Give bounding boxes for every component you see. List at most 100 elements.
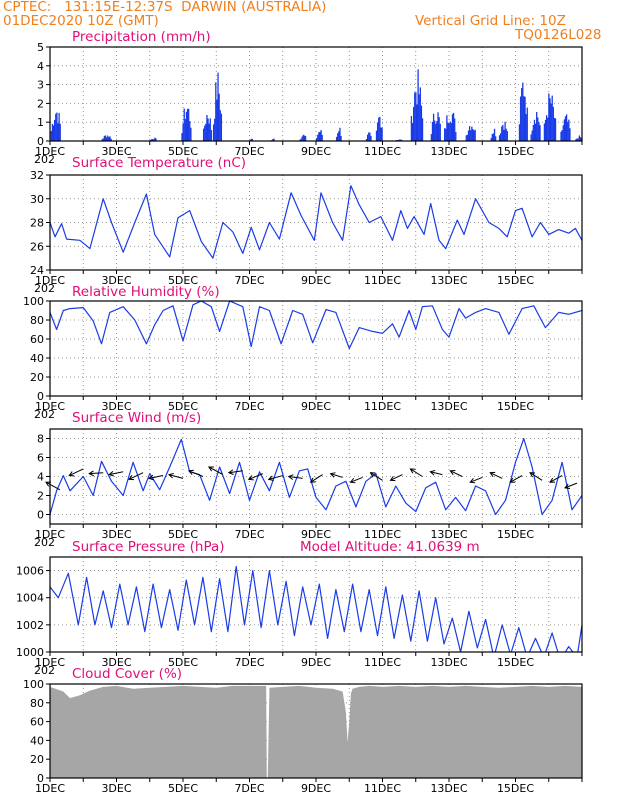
- header-grid-line: Vertical Grid Line: 10Z: [415, 13, 566, 29]
- wind-arrow-head: [349, 478, 356, 484]
- precip-bar: [518, 124, 521, 141]
- precip-bar: [366, 134, 369, 141]
- temp-ytick-label: 28: [30, 217, 44, 230]
- precip-bar: [525, 114, 527, 141]
- precip-bar: [549, 98, 551, 141]
- wind-arrow-head: [389, 475, 396, 482]
- precip-bar: [468, 126, 471, 141]
- precip-bar: [337, 133, 339, 141]
- precip-bar: [421, 118, 424, 141]
- precip-bar: [504, 121, 506, 141]
- pressure-frame: [49, 556, 583, 653]
- precip-bar: [576, 138, 578, 141]
- rh-xtick-label: 9DEC: [301, 400, 331, 413]
- precip-bar: [465, 135, 467, 141]
- precip-bar: [472, 129, 474, 141]
- rh-ytick-label: 0: [37, 390, 44, 403]
- precip-bar: [524, 96, 526, 141]
- precip-bar: [550, 103, 552, 141]
- precip-bar: [217, 72, 219, 141]
- precip-bar: [105, 137, 108, 141]
- wind-arrow-head: [227, 469, 234, 475]
- rh-xtick-label: 5DEC: [168, 400, 198, 413]
- wind-arrow: [549, 475, 563, 483]
- precip-bar: [150, 139, 153, 141]
- precip-bar: [545, 115, 548, 141]
- precip-bar: [340, 136, 342, 141]
- precip-bar: [434, 120, 436, 141]
- precip-bar: [415, 92, 417, 141]
- header-station: DARWIN (AUSTRALIA): [181, 0, 327, 15]
- wind-arrow-head: [489, 471, 496, 478]
- wind-arrow: [450, 470, 463, 477]
- precip-bar: [466, 134, 469, 141]
- precip-bar: [107, 135, 109, 141]
- precip-bar: [578, 135, 580, 141]
- wind-ytick-label: 2: [37, 490, 44, 503]
- precip-bar: [206, 114, 208, 141]
- precip-bar: [57, 123, 59, 141]
- wind-ytick-label: 4: [37, 471, 44, 484]
- precip-bar: [519, 96, 522, 141]
- precip-ytick-label: 5: [37, 41, 44, 54]
- precip-ytick-label: 4: [37, 60, 44, 73]
- precip-bar: [498, 135, 501, 141]
- precip-bar: [379, 116, 381, 141]
- temp-line: [50, 185, 582, 259]
- precip-bar: [365, 139, 368, 141]
- precip-bar: [564, 116, 567, 141]
- precip-bar: [108, 137, 110, 141]
- wind-year-fragment: 202: [34, 536, 55, 549]
- precip-bar: [560, 131, 562, 141]
- wind-line: [50, 437, 582, 516]
- pressure-xtick-label: 3DEC: [101, 656, 131, 669]
- precip-bar: [56, 112, 58, 141]
- wind-arrow: [564, 482, 578, 489]
- precip-frame: [49, 46, 583, 142]
- cloud-xtick-label: 11DEC: [364, 782, 401, 795]
- pressure-ytick-label: 1006: [16, 565, 44, 578]
- precip-bar: [319, 131, 321, 141]
- wind-ytick-label: 6: [37, 452, 44, 465]
- precip-bar: [215, 82, 217, 141]
- cloud-xtick-label: 13DEC: [430, 782, 467, 795]
- rh-xtick-label: 15DEC: [497, 400, 534, 413]
- precip-bar: [102, 138, 104, 141]
- cloud-xtick-label: 9DEC: [301, 782, 331, 795]
- precip-bar: [153, 139, 155, 141]
- precip-bar: [183, 108, 185, 141]
- precip-bar: [302, 134, 305, 141]
- temp-ytick-label: 32: [30, 169, 44, 182]
- cloud-ytick-label: 100: [23, 678, 44, 691]
- wind-arrow: [489, 472, 503, 479]
- precip-bar: [218, 93, 220, 141]
- precip-bar: [318, 132, 320, 141]
- precip-bar: [543, 123, 546, 141]
- pressure-extra: Model Altitude: 41.0639 m: [300, 539, 480, 555]
- precip-xtick-label: 11DEC: [364, 145, 401, 158]
- precip-bar: [563, 119, 566, 141]
- precip-bar: [110, 138, 112, 141]
- pressure-ytick-label: 1004: [16, 592, 44, 605]
- precip-bar: [370, 135, 372, 141]
- wind-arrow-head: [247, 475, 254, 481]
- precip-bar: [432, 113, 435, 141]
- temp-title: Surface Temperature (nC): [72, 155, 246, 171]
- wind-arrow: [208, 466, 224, 476]
- precip-bar: [301, 136, 303, 141]
- precip-bar: [414, 92, 416, 141]
- precip-bars: [50, 69, 582, 141]
- precip-bar: [51, 123, 54, 141]
- precip-bar: [59, 123, 61, 141]
- precip-bar: [190, 127, 192, 141]
- wind-title: Surface Wind (m/s): [72, 410, 201, 426]
- precip-bar: [522, 82, 524, 141]
- wind-arrow: [188, 470, 204, 477]
- rh-ytick-label: 40: [30, 352, 44, 365]
- precip-bar: [251, 138, 254, 141]
- temp-frame: [49, 174, 583, 271]
- wind-arrow: [370, 472, 383, 481]
- precip-bar: [216, 99, 218, 141]
- precip-bar: [103, 135, 106, 141]
- precip-bar: [431, 121, 434, 141]
